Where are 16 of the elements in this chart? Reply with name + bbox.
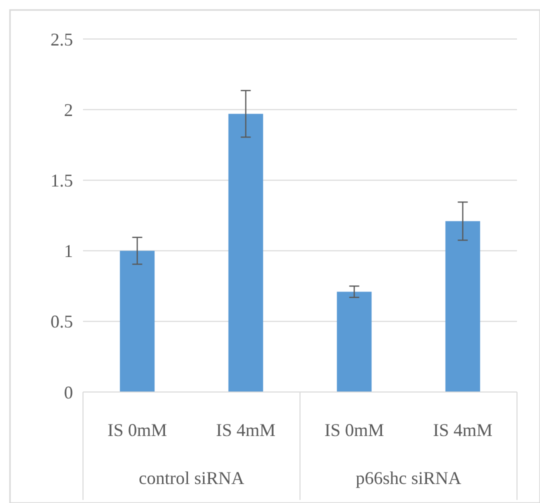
y-tick-label: 2.5: [50, 29, 73, 50]
text: p66shc siRNA: [356, 468, 462, 488]
x-tick-label: IS 0mM: [324, 420, 384, 440]
bar: [336, 292, 372, 392]
y-tick-label: 1.5: [50, 170, 73, 190]
x-tick-label: IS 4mM: [216, 420, 276, 440]
y-tick-label: 1: [64, 241, 73, 262]
bar: [228, 114, 264, 392]
y-tick-label: 0.5: [50, 312, 73, 332]
y-tick-label: 2: [64, 100, 73, 120]
text: control siRNA: [138, 468, 244, 488]
x-tick-label: IS 0mM: [107, 420, 168, 440]
bar: [445, 221, 480, 392]
y-tick-label: 0: [64, 382, 73, 402]
x-tick-label: IS 4mM: [432, 420, 493, 440]
bar: [120, 250, 155, 392]
